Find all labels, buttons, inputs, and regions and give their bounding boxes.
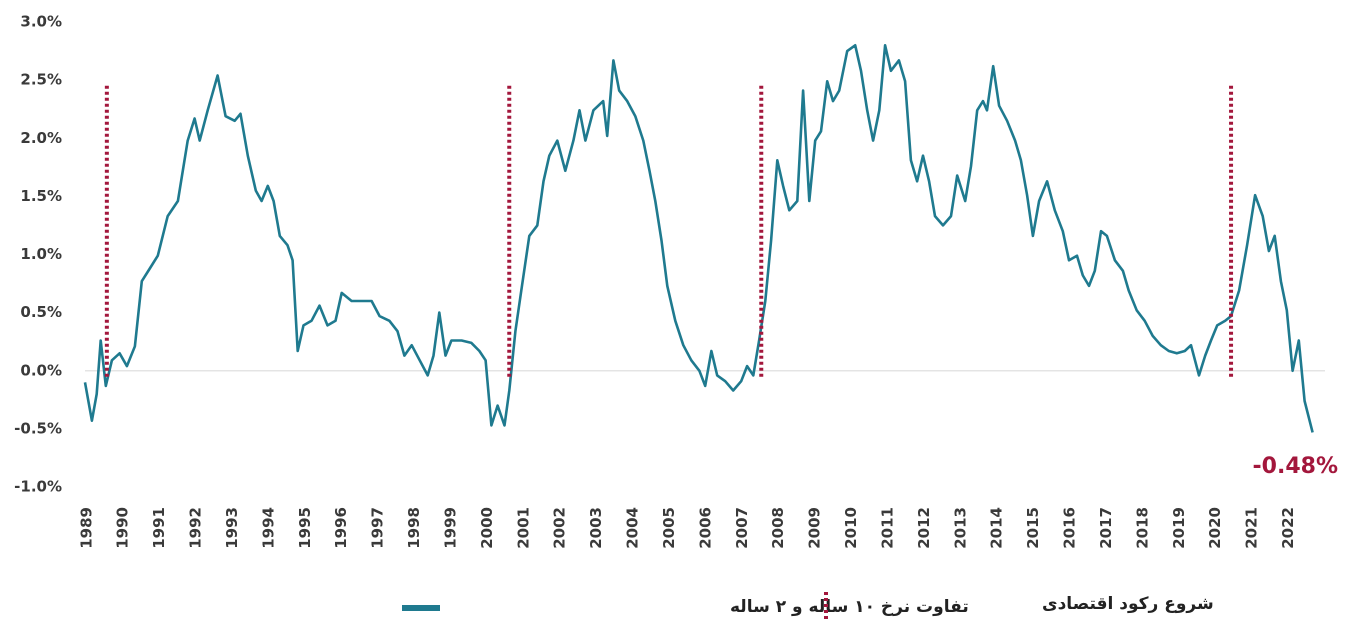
x-tick-label: 2009 <box>806 507 824 549</box>
x-tick-label: 2013 <box>951 507 969 549</box>
legend-label: شروع رکود اقتصادی <box>1042 594 1214 614</box>
x-tick-label: 2005 <box>660 507 678 549</box>
x-tick-label: 2004 <box>624 507 642 549</box>
x-tick-label: 1994 <box>259 507 277 549</box>
x-tick-label: 2006 <box>696 507 714 549</box>
y-tick-label: 1.5% <box>20 187 62 205</box>
x-tick-label: 1991 <box>150 507 168 549</box>
x-tick-label: 1999 <box>441 507 459 549</box>
y-tick-label: 0.5% <box>20 303 62 321</box>
annotation: -0.48% <box>1253 454 1338 479</box>
x-tick-label: 2003 <box>587 507 605 549</box>
x-tick-label: 1989 <box>77 507 95 549</box>
x-tick-label: 1996 <box>332 507 350 549</box>
y-tick-label: 3.0% <box>20 13 62 31</box>
x-tick-label: 2012 <box>915 507 933 549</box>
x-tick-label: 2015 <box>1024 507 1042 549</box>
x-tick-label: 1997 <box>369 507 387 549</box>
x-tick-label: 2018 <box>1133 507 1151 549</box>
x-tick-label: 2019 <box>1170 507 1188 549</box>
y-tick-label: -0.5% <box>14 419 62 437</box>
data-line <box>83 44 1314 433</box>
x-tick-label: 2008 <box>769 507 787 549</box>
x-tick-label: 2001 <box>514 507 532 549</box>
y-tick-label: 2.0% <box>20 129 62 147</box>
y-tick-label: 2.5% <box>20 71 62 89</box>
y-tick-label: 1.0% <box>20 245 62 263</box>
x-tick-label: 2002 <box>551 507 569 549</box>
x-tick-label: 1990 <box>114 507 132 549</box>
x-tick-label: 2000 <box>478 507 496 549</box>
x-tick-label: 2022 <box>1279 507 1297 549</box>
x-tick-label: 1993 <box>223 507 241 549</box>
x-tick-label: 1992 <box>187 507 205 549</box>
x-tick-label: 2014 <box>988 507 1006 549</box>
x-tick-label: 2020 <box>1206 507 1224 549</box>
y-tick-label: -1.0% <box>14 478 62 496</box>
x-tick-label: 2011 <box>878 507 896 549</box>
x-tick-label: 2021 <box>1243 507 1261 549</box>
x-tick-label: 2016 <box>1061 507 1079 549</box>
x-tick-label: 1998 <box>405 507 423 549</box>
x-tick-label: 1995 <box>296 507 314 549</box>
legend-label: تفاوت نرخ ۱۰ ساله و ۲ ساله <box>730 597 969 617</box>
x-tick-label: 2007 <box>733 507 751 549</box>
x-tick-label: 2010 <box>842 507 860 549</box>
x-tick-label: 2017 <box>1097 507 1115 549</box>
y-tick-label: 0.0% <box>20 361 62 379</box>
